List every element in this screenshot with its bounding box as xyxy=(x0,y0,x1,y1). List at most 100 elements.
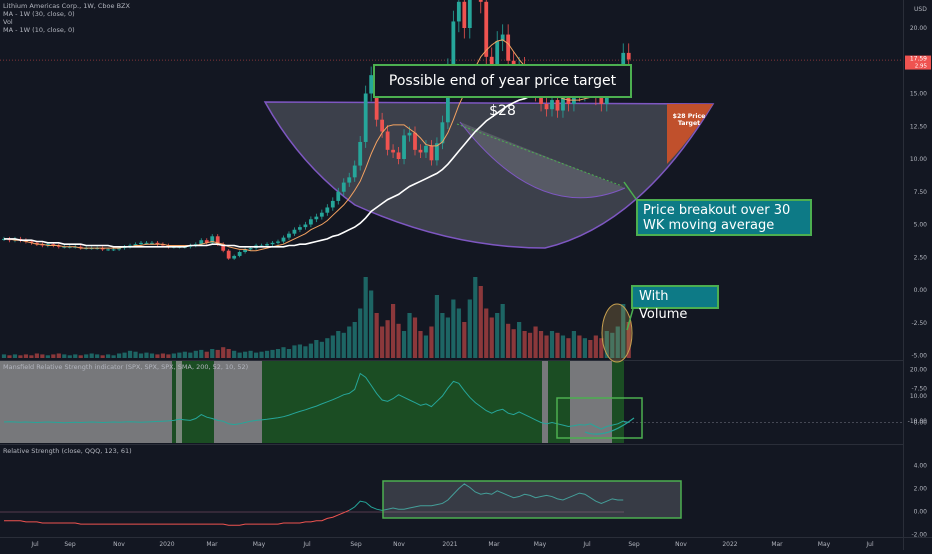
relative-strength-legend[interactable]: Relative Strength (close, QQQ, 123, 61) xyxy=(3,447,132,455)
price-tick-label: -5.00 xyxy=(911,353,927,360)
candle-body xyxy=(599,97,604,104)
time-tick-label: Sep xyxy=(350,541,362,548)
candle-body xyxy=(56,245,61,247)
time-tick-label: Jul xyxy=(30,541,39,548)
volume-bar xyxy=(582,338,587,358)
neutral-zone xyxy=(0,361,172,443)
time-tick-label: Mar xyxy=(206,541,218,548)
target-zone-label: $28 Price Target xyxy=(672,113,706,127)
volume-bar xyxy=(626,322,631,358)
candle-body xyxy=(418,149,423,153)
candle-body xyxy=(303,224,308,228)
volume-bar xyxy=(308,343,313,358)
volume-bar xyxy=(281,347,286,358)
volume-bar xyxy=(330,335,335,358)
price-tick-label: 2.50 xyxy=(914,254,928,261)
candle-body xyxy=(45,244,50,246)
candle-body xyxy=(435,143,439,161)
rs-highlight-box xyxy=(382,480,682,519)
volume-bar xyxy=(401,331,407,358)
candle-body xyxy=(308,219,313,225)
time-tick-label: Mar xyxy=(488,541,500,548)
mansfield-curve xyxy=(584,417,635,435)
volume-bar xyxy=(133,351,138,358)
candle-body xyxy=(352,165,357,178)
volume-bar xyxy=(248,350,253,358)
volume-bar xyxy=(588,340,593,358)
volume-bar xyxy=(303,346,308,358)
candle-body xyxy=(424,145,428,153)
price-tick-label: 15.00 xyxy=(910,91,927,98)
candle-body xyxy=(478,0,483,2)
price-tick-label: 7.50 xyxy=(914,189,928,196)
time-tick-label: Sep xyxy=(64,541,76,548)
candle-body xyxy=(204,240,209,243)
candle-body xyxy=(341,182,346,192)
mansfield-highlight-box xyxy=(556,397,643,439)
legend-symbol[interactable]: Lithium Americas Corp., 1W, Cboe BZX xyxy=(3,2,130,10)
candle-body xyxy=(319,212,324,217)
volume-bar xyxy=(182,351,187,358)
volume-bar xyxy=(511,329,516,358)
volume-bar xyxy=(62,354,67,358)
volume-bar xyxy=(67,355,72,358)
volume-bar xyxy=(462,322,467,358)
legend-ma30[interactable]: MA - 1W (30, close, 0) xyxy=(3,10,75,18)
candle-body xyxy=(467,0,472,28)
volume-bar xyxy=(166,354,171,358)
volume-bar xyxy=(204,351,209,358)
candle-body xyxy=(456,1,461,22)
volume-bar xyxy=(275,349,281,358)
candle-body xyxy=(413,132,417,150)
candle-body xyxy=(144,242,149,244)
volume-bar xyxy=(347,326,352,358)
volume-bar xyxy=(538,331,544,358)
volume-bar xyxy=(506,323,511,358)
time-tick-label: 2021 xyxy=(442,541,457,548)
candle-body xyxy=(506,34,511,61)
volume-callout[interactable]: With Volume xyxy=(631,285,719,322)
candle-body xyxy=(139,242,143,245)
mansfield-legend[interactable]: Mansfield Relative Strength indicator (S… xyxy=(3,363,249,371)
current-price-badge xyxy=(905,55,931,70)
volume-bar xyxy=(495,313,500,358)
candle-body xyxy=(385,131,390,150)
candle-body xyxy=(440,122,445,144)
candle-body xyxy=(330,200,335,208)
volume-bar xyxy=(122,352,127,358)
breakout-callout[interactable]: Price breakout over 30 WK moving average xyxy=(636,199,812,236)
volume-bar xyxy=(286,349,292,358)
legend-volume[interactable]: Vol xyxy=(3,18,13,26)
volume-bar xyxy=(226,349,231,358)
candle-body xyxy=(150,242,154,244)
candle-body xyxy=(555,100,560,111)
volume-bar xyxy=(7,355,12,358)
mansfield-shading xyxy=(0,361,624,443)
volume-bar xyxy=(95,354,100,358)
volume-bar xyxy=(210,349,215,358)
volume-bar xyxy=(500,304,505,358)
candle-body xyxy=(199,240,204,245)
volume-bar xyxy=(29,355,34,358)
volume-bar xyxy=(533,326,538,358)
volume-bar xyxy=(380,326,385,358)
volume-bar xyxy=(40,354,45,358)
volume-bar xyxy=(522,331,527,358)
candle-body xyxy=(402,135,406,159)
price-tick-label: 12.50 xyxy=(910,123,927,130)
mansfield-line xyxy=(3,372,629,430)
candle-body xyxy=(347,177,352,183)
candle-body xyxy=(210,236,215,243)
volume-bars xyxy=(1,277,631,358)
volume-bar xyxy=(177,352,182,358)
current-price-label: 17.59 xyxy=(910,56,927,63)
volume-bar xyxy=(593,335,598,358)
legend-ma10[interactable]: MA - 1W (10, close, 0) xyxy=(3,26,75,34)
candle-body xyxy=(259,245,264,247)
price-change-label: 2.95 xyxy=(915,64,928,70)
price-target-annotation[interactable]: Possible end of year price target $28 xyxy=(373,64,632,119)
volume-bar xyxy=(84,354,89,358)
volume-bar xyxy=(89,353,94,358)
candle-body xyxy=(561,92,565,111)
candle-body xyxy=(281,237,286,242)
